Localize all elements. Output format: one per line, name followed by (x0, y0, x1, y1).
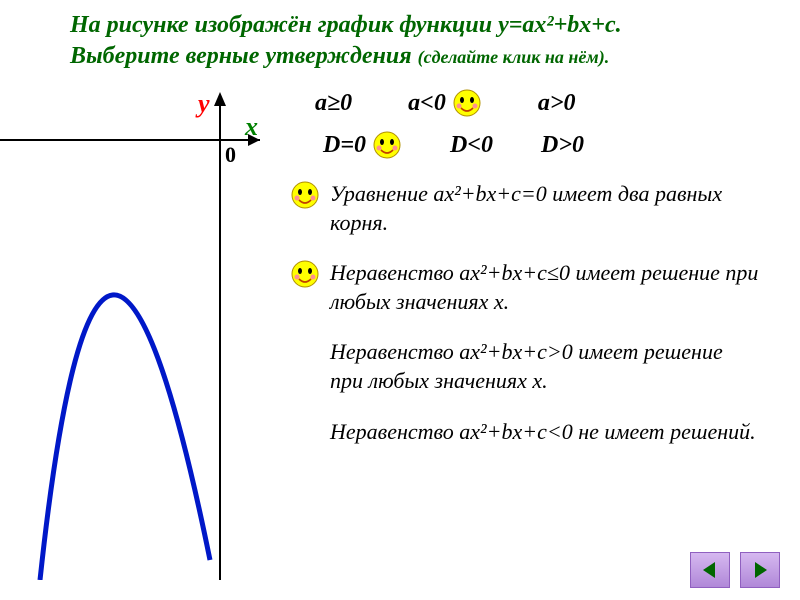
statement-1[interactable]: Уравнение ax²+bx+c=0 имеет два равных ко… (290, 180, 760, 237)
statement-3[interactable]: Неравенство ax²+bx+c>0 имеет решение при… (290, 338, 760, 395)
y-axis-arrow (214, 92, 226, 106)
placeholder-icon (290, 418, 320, 448)
smiley-icon (372, 130, 402, 160)
arrow-right-icon (749, 559, 771, 581)
title: На рисунке изображён график функции y=ax… (70, 10, 770, 72)
nav-arrows (690, 552, 780, 588)
option-a-geq-0[interactable]: a≥0 (315, 90, 352, 117)
options-row-d: D=0 D<0 D>0 (323, 130, 584, 160)
option-d-gt-0[interactable]: D>0 (541, 132, 584, 159)
prev-button[interactable] (690, 552, 730, 588)
statement-4[interactable]: Неравенство ax²+bx+c<0 не имеет решений. (290, 418, 760, 448)
origin-label: 0 (225, 142, 236, 167)
option-a-lt-0[interactable]: a<0 (408, 88, 482, 118)
option-label: a>0 (538, 90, 576, 117)
option-label: D=0 (323, 132, 366, 159)
smiley-icon (452, 88, 482, 118)
title-line2: Выберите верные утверждения (70, 43, 418, 69)
option-label: a≥0 (315, 90, 352, 117)
title-sub: (сделайте клик на нём). (418, 47, 610, 67)
option-a-gt-0[interactable]: a>0 (538, 90, 576, 117)
parabola-curve (40, 295, 210, 580)
y-axis-label: y (195, 89, 210, 118)
smiley-icon (290, 180, 320, 210)
statements-list: Уравнение ax²+bx+c=0 имеет два равных ко… (290, 180, 760, 470)
x-axis-label: x (244, 112, 258, 141)
options-row-a: a≥0 a<0 a>0 (315, 88, 576, 118)
option-d-lt-0[interactable]: D<0 (450, 132, 493, 159)
placeholder-icon (290, 338, 320, 368)
statement-text: Неравенство ax²+bx+c>0 имеет решение при… (330, 338, 760, 395)
statement-text: Неравенство ax²+bx+c≤0 имеет решение при… (330, 259, 760, 316)
graph-area: y x 0 (0, 80, 300, 580)
graph-svg: y x 0 (0, 80, 300, 580)
next-button[interactable] (740, 552, 780, 588)
option-label: D>0 (541, 132, 584, 159)
title-line1: На рисунке изображён график функции y=ax… (70, 12, 622, 38)
statement-text: Неравенство ax²+bx+c<0 не имеет решений. (330, 418, 760, 447)
arrow-left-icon (699, 559, 721, 581)
option-label: D<0 (450, 132, 493, 159)
option-d-eq-0[interactable]: D=0 (323, 130, 402, 160)
option-label: a<0 (408, 90, 446, 117)
smiley-icon (290, 259, 320, 289)
statement-2[interactable]: Неравенство ax²+bx+c≤0 имеет решение при… (290, 259, 760, 316)
statement-text: Уравнение ax²+bx+c=0 имеет два равных ко… (330, 180, 760, 237)
